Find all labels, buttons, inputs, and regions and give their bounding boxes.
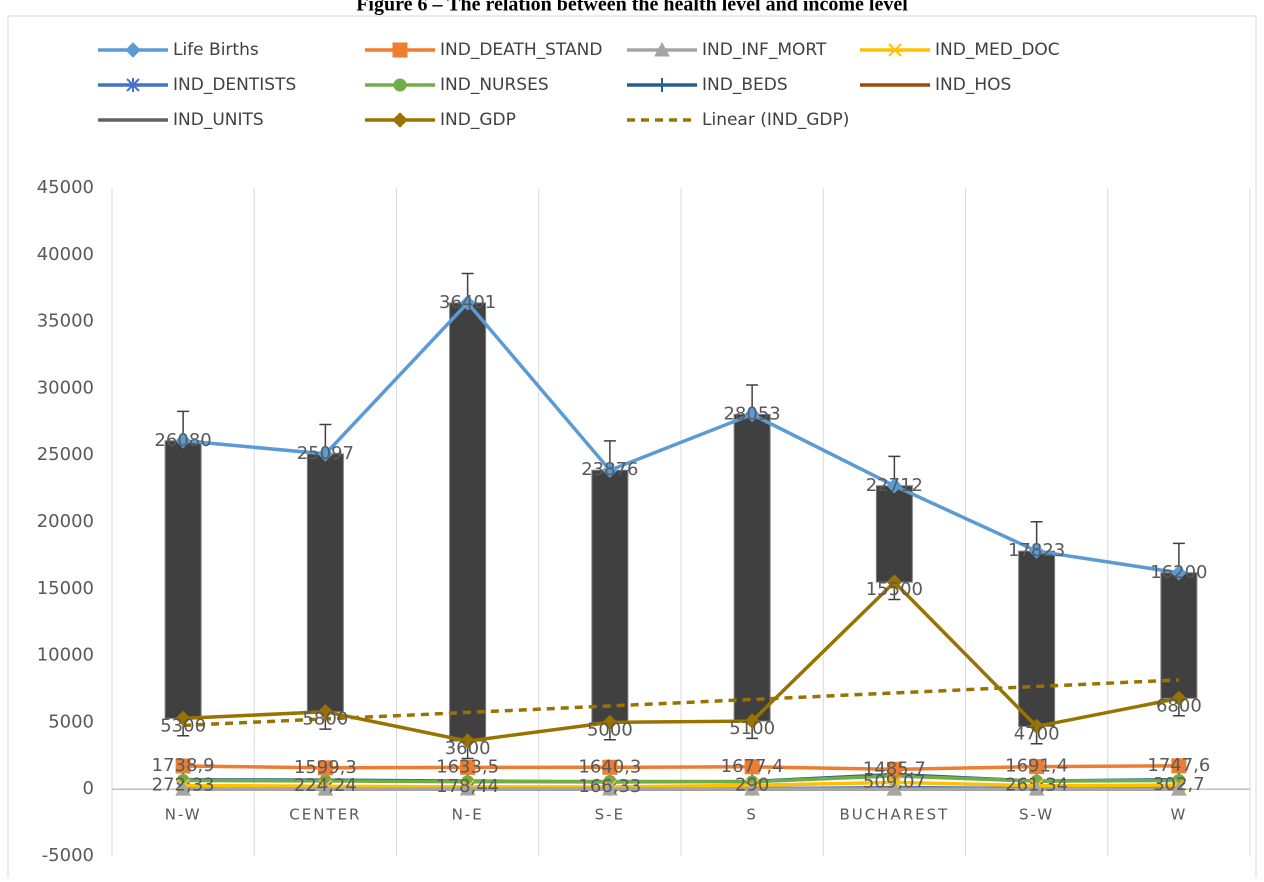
high-low-bar xyxy=(165,441,201,719)
y-tick-label: 20000 xyxy=(37,511,94,532)
high-low-bar xyxy=(450,303,486,741)
data-label: 1633,5 xyxy=(436,756,499,777)
x-tick-label: S-E xyxy=(595,806,625,824)
y-tick-label: 10000 xyxy=(37,645,94,666)
legend-label: IND_GDP xyxy=(440,110,516,130)
chart-title: Figure 6 – The relation between the heal… xyxy=(356,0,908,16)
data-label: 178,44 xyxy=(436,776,499,797)
y-tick-label: 40000 xyxy=(37,244,94,265)
x-tick-label: N-W xyxy=(165,806,202,824)
y-tick-label: 5000 xyxy=(48,711,94,732)
x-tick-label: N-E xyxy=(452,806,484,824)
high-low-bar xyxy=(307,454,343,712)
data-label: 5100 xyxy=(729,718,775,739)
data-label: 22712 xyxy=(866,475,923,496)
x-tick-label: BUCHAREST xyxy=(839,806,949,824)
legend-label: IND_DENTISTS xyxy=(173,75,296,95)
data-label: 290 xyxy=(735,774,769,795)
high-low-bar xyxy=(1019,551,1055,726)
data-label: 28053 xyxy=(723,403,780,424)
data-label: 1691,4 xyxy=(1005,756,1068,777)
legend-label: IND_HOS xyxy=(935,75,1011,95)
data-label: 509,07 xyxy=(863,771,926,792)
legend-item: IND_DEATH_STAND xyxy=(365,40,602,60)
data-label: 3600 xyxy=(445,738,491,759)
legend-label: IND_NURSES xyxy=(440,75,549,95)
data-label: 5300 xyxy=(160,715,206,736)
data-label: 17823 xyxy=(1008,540,1065,561)
data-label: 25097 xyxy=(297,443,354,464)
y-tick-label: 45000 xyxy=(37,177,94,198)
data-label: 272,33 xyxy=(152,775,215,796)
legend-label: IND_DEATH_STAND xyxy=(440,40,602,60)
data-label: 26080 xyxy=(154,430,211,451)
y-tick-label: 35000 xyxy=(37,311,94,332)
data-label: 1640,3 xyxy=(578,756,641,777)
data-label: 224,24 xyxy=(294,775,357,796)
y-tick-label: -5000 xyxy=(42,845,94,866)
x-tick-label: S-W xyxy=(1019,806,1054,824)
x-tick-label: S xyxy=(746,806,758,824)
data-label: 5000 xyxy=(587,719,633,740)
y-tick-label: 25000 xyxy=(37,444,94,465)
data-label: 261,34 xyxy=(1005,775,1068,796)
data-label: 23876 xyxy=(581,459,638,480)
high-low-bar xyxy=(876,486,912,582)
data-label: 4700 xyxy=(1014,723,1060,744)
data-label: 302,7 xyxy=(1153,774,1205,795)
legend-label: Linear (IND_GDP) xyxy=(702,110,849,130)
data-label: 6800 xyxy=(1156,695,1202,716)
high-low-bar xyxy=(734,414,770,721)
legend-label: IND_MED_DOC xyxy=(935,40,1060,60)
legend-label: IND_UNITS xyxy=(173,110,264,130)
high-low-bar xyxy=(592,470,628,722)
legend-label: IND_INF_MORT xyxy=(702,40,827,60)
y-tick-label: 0 xyxy=(83,778,94,799)
y-tick-label: 30000 xyxy=(37,377,94,398)
data-label: 16200 xyxy=(1150,562,1207,583)
data-label: 166,33 xyxy=(578,776,641,797)
legend-marker xyxy=(393,43,407,57)
data-label: 15500 xyxy=(866,579,923,600)
legend-label: IND_BEDS xyxy=(702,75,788,95)
x-tick-label: CENTER xyxy=(289,806,361,824)
y-tick-label: 15000 xyxy=(37,578,94,599)
x-tick-label: W xyxy=(1170,806,1187,824)
data-label: 1747,6 xyxy=(1147,755,1210,776)
legend-label: Life Births xyxy=(173,40,259,60)
data-label: 1738,9 xyxy=(152,755,215,776)
legend-marker xyxy=(394,79,406,91)
data-label: 36401 xyxy=(439,292,496,313)
data-label: 5800 xyxy=(302,709,348,730)
